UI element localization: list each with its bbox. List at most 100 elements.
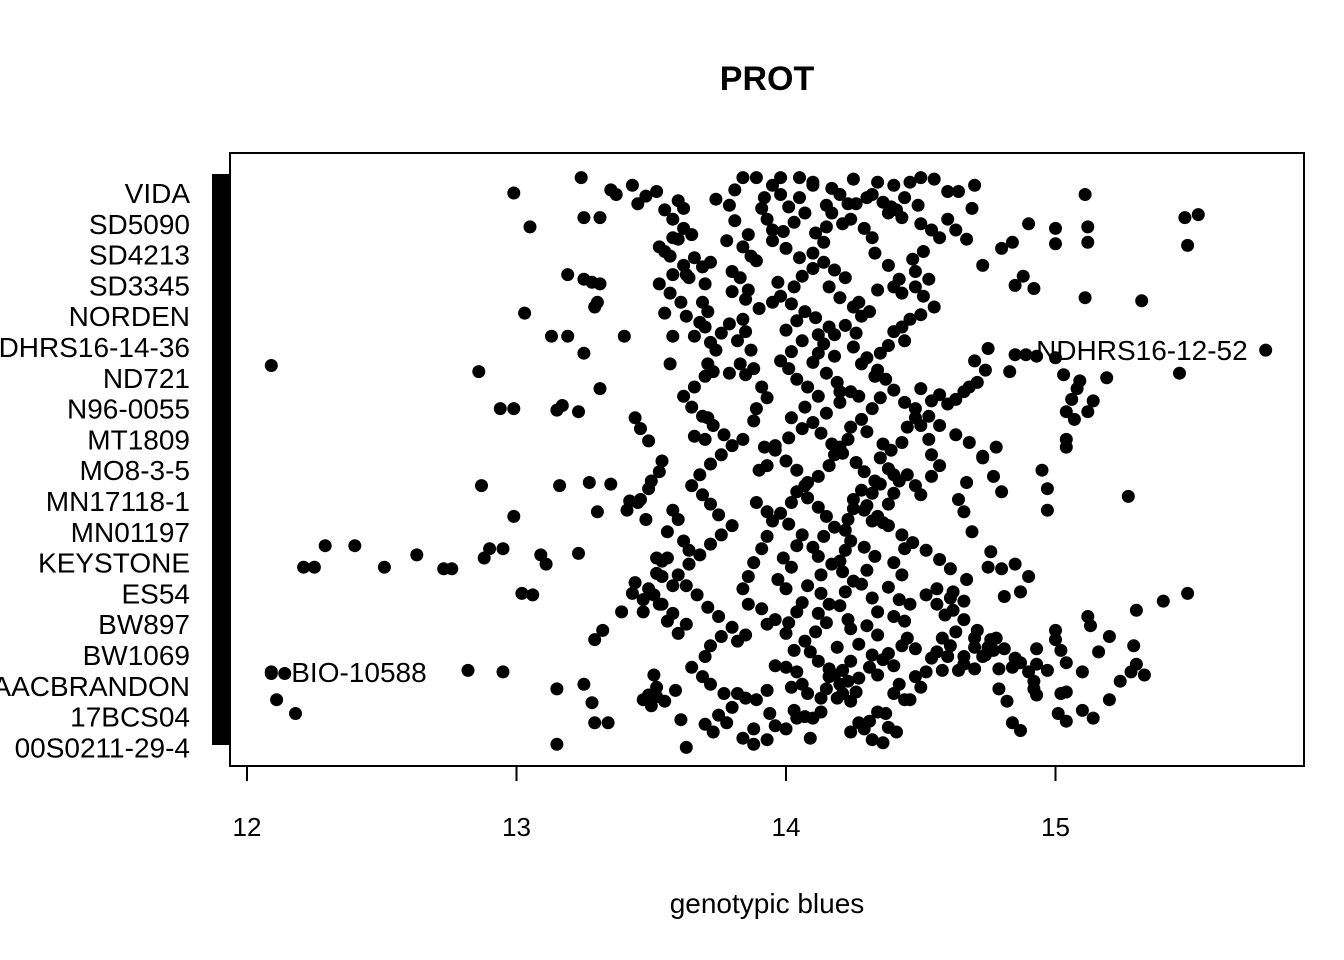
data-point — [722, 366, 736, 380]
data-point — [270, 693, 284, 707]
data-point — [555, 399, 569, 412]
category-label: SD4213 — [89, 240, 190, 271]
data-point — [873, 451, 887, 465]
data-point — [539, 557, 553, 571]
data-point — [876, 736, 890, 750]
data-point — [749, 402, 763, 416]
data-point — [795, 528, 809, 542]
data-point — [655, 454, 669, 468]
data-point — [561, 329, 575, 343]
data-point — [908, 642, 922, 656]
data-point — [553, 479, 567, 493]
data-point — [881, 206, 895, 220]
data-point — [968, 178, 982, 192]
data-point — [771, 573, 785, 586]
data-point — [838, 585, 852, 599]
data-point — [739, 368, 753, 382]
data-point — [1059, 685, 1073, 699]
data-point — [1030, 349, 1044, 363]
data-point — [1027, 282, 1041, 295]
data-point — [749, 693, 763, 707]
data-point — [768, 443, 782, 457]
data-point — [749, 171, 763, 185]
data-point — [914, 488, 928, 502]
data-point — [957, 505, 971, 519]
data-point — [855, 357, 868, 371]
data-point — [881, 497, 895, 511]
data-point — [806, 246, 820, 260]
data-point — [819, 406, 833, 420]
data-point — [1008, 557, 1022, 571]
data-point — [639, 189, 653, 203]
data-point — [900, 420, 914, 434]
data-point — [819, 198, 833, 212]
data-point — [978, 363, 992, 377]
data-point — [793, 251, 806, 265]
data-point — [960, 476, 974, 489]
data-point — [898, 191, 912, 205]
data-point — [876, 653, 890, 667]
data-point — [946, 603, 960, 617]
data-point — [857, 465, 871, 479]
data-point — [941, 212, 955, 226]
category-label: NDHRS16-14-36 — [0, 332, 190, 363]
data-point — [903, 597, 917, 611]
data-point — [687, 329, 701, 343]
data-point — [550, 682, 564, 696]
data-point — [922, 409, 936, 423]
data-point — [755, 602, 769, 616]
data-point — [687, 380, 701, 394]
data-point — [976, 451, 990, 465]
data-point — [860, 563, 874, 577]
data-point — [671, 513, 685, 526]
data-point — [782, 517, 796, 531]
data-point — [987, 469, 1000, 483]
data-point — [1065, 392, 1079, 406]
data-point — [841, 613, 855, 627]
data-point — [545, 329, 558, 343]
data-point — [811, 328, 825, 342]
data-point — [620, 503, 634, 517]
data-point — [1081, 405, 1095, 419]
data-point — [264, 359, 278, 372]
data-point — [682, 543, 696, 557]
data-point — [701, 305, 715, 319]
data-point — [852, 637, 866, 651]
data-point — [898, 395, 912, 409]
data-point — [865, 648, 879, 662]
data-point — [989, 440, 1003, 454]
data-point — [997, 642, 1011, 656]
data-point — [892, 677, 906, 691]
data-point — [698, 277, 712, 291]
data-point — [898, 334, 912, 348]
data-point — [515, 586, 529, 600]
data-point — [879, 372, 893, 386]
data-point — [801, 380, 815, 394]
data-point — [865, 486, 879, 500]
data-point — [784, 345, 798, 359]
data-point — [949, 392, 963, 406]
data-point — [1191, 208, 1205, 222]
data-point — [636, 593, 650, 607]
data-point — [725, 285, 739, 299]
category-label: ES54 — [122, 578, 191, 609]
data-point — [776, 551, 790, 565]
data-point — [642, 434, 656, 448]
data-point — [1049, 221, 1062, 235]
data-point — [865, 733, 879, 747]
x-axis-ticks: 12 13 14 15 — [233, 766, 1070, 842]
data-point — [663, 286, 677, 300]
data-point — [652, 240, 666, 254]
data-point — [957, 594, 971, 608]
chart-title: PROT — [720, 60, 815, 98]
data-point — [817, 255, 831, 269]
data-point — [922, 432, 936, 446]
data-point — [655, 597, 669, 611]
data-point — [677, 389, 691, 403]
data-point — [766, 223, 779, 237]
data-point — [811, 469, 825, 483]
data-point — [318, 539, 332, 553]
data-point — [636, 605, 650, 619]
data-point — [523, 220, 537, 234]
data-point — [957, 657, 971, 671]
